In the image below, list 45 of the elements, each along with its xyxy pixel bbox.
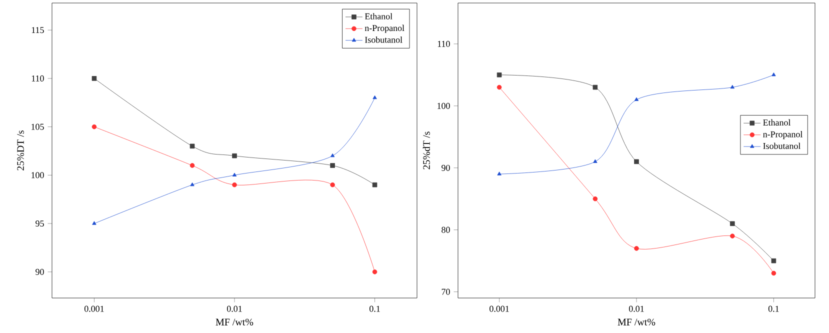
y-axis-title: 25%dT /s [422,132,430,170]
point [634,97,639,101]
y-tick-label: 110 [32,75,44,82]
y-tick-label: 100 [438,102,450,109]
point [634,246,639,251]
point [92,221,96,225]
x-tick-label: 0.01 [629,306,644,312]
legend-label: Ethanol [364,13,392,20]
point [771,258,776,264]
x-tick-label: 0.01 [227,306,242,312]
legend-label: Ethanol [763,119,791,126]
legend-label: n-Propanol [364,24,404,33]
x-tick-label: 0.001 [490,306,509,312]
point [496,72,502,78]
y-tick-label: 90 [442,164,450,171]
y-tick-label: 90 [36,268,44,275]
x-axis-title: MF /wt% [618,318,656,326]
legend-label: Isobutanol [365,36,402,43]
y-tick-label: 100 [32,172,44,178]
y-tick-label: 110 [438,40,450,47]
y-tick-label: 115 [32,27,44,34]
point [634,159,639,164]
y-tick-label: 80 [442,226,450,233]
point [232,182,237,188]
legend-label: Isobutanol [763,142,801,149]
x-tick-label: 0.1 [370,306,380,312]
point [92,124,97,130]
point [497,172,502,176]
point [232,153,237,158]
y-axis-title: 25%DT /s [17,130,24,170]
point [92,76,97,81]
y-tick-label: 95 [36,220,44,227]
y-tick-label: 105 [32,124,44,130]
point [232,172,237,176]
legend-label: n-Propanol [763,130,802,140]
y-tick-label: 70 [442,288,450,295]
point [372,269,378,274]
point [372,182,378,188]
point [496,84,502,90]
point [772,72,776,76]
x-axis-title: MF /wt% [216,318,254,326]
x-tick-label: 0.001 [84,306,104,312]
x-tick-label: 0.1 [768,306,779,312]
point [372,95,377,100]
point [771,270,776,276]
